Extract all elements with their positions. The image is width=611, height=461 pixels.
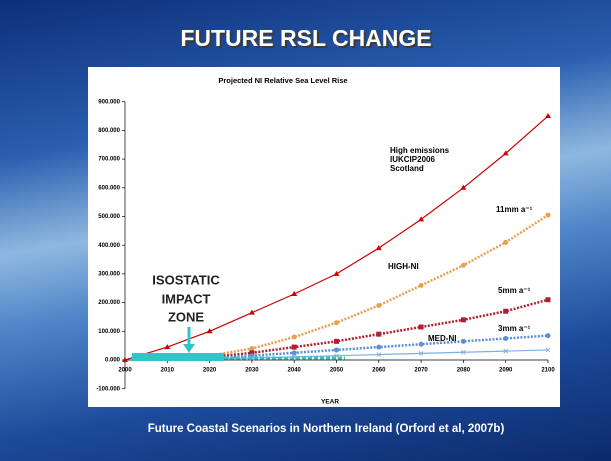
plot: -100.000 0.000 100.000 200.000 300.000 400.00… — [96, 99, 555, 392]
slide-title: FUTURE RSL CHANGE — [180, 25, 431, 51]
annotation: 11mm a⁻¹ — [496, 205, 533, 214]
annotation: ISOSTATIC — [152, 272, 220, 287]
y-tick-label: 200.000 — [98, 300, 120, 306]
marker — [545, 113, 551, 119]
marker — [334, 320, 339, 326]
marker — [376, 302, 382, 308]
x-tick-label: 2070 — [414, 368, 428, 374]
y-tick-label: 100.000 — [98, 329, 120, 335]
marker — [122, 357, 128, 362]
marker — [248, 309, 255, 315]
marker — [291, 350, 297, 356]
marker — [418, 282, 424, 288]
isostatic-zone — [132, 353, 224, 361]
marker — [545, 212, 551, 218]
y-tick-label: 800.000 — [98, 128, 120, 134]
annotation: 3mm a⁻¹ — [498, 324, 531, 333]
y-tick-label: 0.000 — [105, 358, 121, 364]
annotation: HIGH-NI — [388, 262, 419, 271]
series-line — [209, 298, 549, 359]
marker — [460, 338, 466, 344]
annotation: MED-NI — [428, 334, 456, 343]
y-tick-label: 900.000 — [98, 99, 120, 105]
marker — [334, 347, 339, 353]
marker — [418, 216, 425, 222]
annotation: IUKCIP2006 — [390, 155, 435, 164]
x-tick-label: 2050 — [330, 368, 344, 374]
x-tick-label: 2040 — [288, 368, 302, 374]
x-tick-label: 2100 — [541, 368, 555, 374]
title-shadow: FUTURE RSL CHANGE — [182, 27, 433, 53]
y-tick-label: 700.000 — [98, 157, 120, 163]
marker — [503, 335, 509, 341]
x-tick-label: 2060 — [372, 368, 386, 374]
arrow-head — [183, 344, 195, 353]
marker — [249, 346, 255, 352]
y-tick-label: -100.000 — [96, 386, 120, 392]
chart-title: Projected NI Relative Sea Level Rise — [218, 76, 347, 85]
marker — [460, 317, 466, 323]
annotation: Scotland — [390, 164, 424, 173]
marker — [249, 350, 255, 356]
marker — [502, 150, 509, 156]
marker — [376, 352, 382, 357]
marker — [503, 348, 509, 354]
marker — [545, 347, 551, 353]
marker — [164, 344, 171, 350]
marker — [418, 324, 424, 330]
caption: Future Coastal Scenarios in Northern Ire… — [148, 423, 505, 435]
marker — [503, 239, 509, 245]
annotation: ZONE — [168, 309, 204, 324]
annotation: High emissions — [390, 146, 450, 155]
x-tick-label: 2020 — [203, 368, 217, 374]
chart-panel — [88, 67, 560, 407]
marker — [206, 328, 213, 334]
x-tick-label: 2000 — [118, 368, 132, 374]
x-tick-label: 2090 — [499, 368, 513, 374]
marker — [376, 331, 382, 337]
marker — [460, 184, 467, 190]
marker — [545, 333, 551, 339]
annotation: IMPACT — [162, 291, 211, 306]
y-tick-label: 500.000 — [98, 214, 120, 220]
marker — [460, 262, 466, 268]
marker — [418, 341, 424, 347]
marker — [418, 351, 424, 356]
marker — [461, 349, 466, 355]
marker — [291, 290, 298, 296]
series-line — [209, 214, 549, 357]
marker — [291, 334, 297, 340]
x-tick-label: 2010 — [161, 368, 175, 374]
marker — [375, 245, 382, 251]
x-tick-label: 2080 — [457, 368, 471, 374]
x-axis-label: YEAR — [321, 399, 339, 406]
y-tick-label: 400.000 — [98, 243, 120, 249]
marker — [503, 308, 509, 314]
marker — [334, 338, 339, 344]
marker — [545, 297, 551, 303]
marker — [376, 344, 382, 350]
y-tick-label: 300.000 — [98, 271, 120, 277]
y-tick-label: 600.000 — [98, 185, 120, 191]
marker — [291, 344, 297, 350]
annotation: 5mm a⁻¹ — [498, 286, 531, 295]
x-tick-label: 2030 — [245, 368, 259, 374]
marker — [333, 270, 340, 276]
